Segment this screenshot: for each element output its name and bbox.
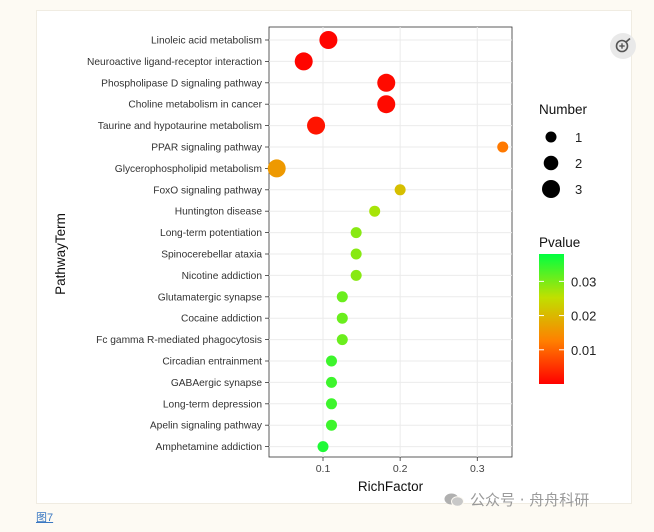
data-point (350, 227, 362, 239)
data-point (336, 334, 348, 346)
size-legend-key (542, 180, 560, 198)
y-tick-label: Amphetamine addiction (156, 442, 262, 453)
y-tick-label: Neuroactive ligand-receptor interaction (87, 57, 262, 68)
size-legend-title: Number (539, 102, 588, 117)
y-tick-label: Circadian entrainment (162, 357, 262, 368)
data-point (369, 205, 381, 217)
watermark: 公众号 · 舟舟科研 (444, 489, 589, 510)
y-tick-label: Glycerophospholipid metabolism (115, 164, 262, 175)
watermark-text: 公众号 · 舟舟科研 (470, 491, 590, 509)
x-tick-label: 0.3 (470, 463, 485, 475)
data-point (394, 184, 406, 196)
data-point (336, 291, 348, 303)
color-legend-label: 0.01 (571, 343, 596, 358)
data-point (319, 31, 338, 49)
data-point (294, 52, 313, 71)
y-axis-title: PathwayTerm (53, 213, 68, 295)
data-point (336, 312, 348, 324)
y-tick-label: Apelin signaling pathway (150, 421, 263, 432)
y-tick-label: Long-term potentiation (160, 228, 262, 239)
y-tick-label: Spinocerebellar ataxia (161, 250, 262, 261)
data-point (497, 141, 509, 153)
zoom-in-icon (615, 37, 631, 53)
data-point (325, 355, 337, 367)
data-point (325, 376, 337, 388)
data-point (307, 116, 326, 135)
size-legend-key (545, 131, 557, 143)
data-point (377, 95, 396, 114)
y-tick-label: FoxO signaling pathway (153, 185, 263, 196)
size-legend-label: 3 (575, 182, 582, 197)
x-tick-label: 0.2 (393, 463, 408, 475)
x-tick-label: 0.1 (316, 463, 331, 475)
data-point (350, 248, 362, 260)
enrichment-dot-plot: Linoleic acid metabolism Neuroactive liga… (53, 26, 596, 494)
color-legend-title: Pvalue (539, 235, 580, 250)
color-legend-label: 0.03 (571, 274, 596, 289)
wechat-icon (444, 493, 464, 507)
data-point (317, 441, 329, 453)
y-tick-label: Long-term depression (163, 399, 262, 410)
data-point (267, 159, 286, 178)
y-tick-label: Taurine and hypotaurine metabolism (98, 121, 262, 132)
size-legend-key (543, 155, 559, 171)
color-legend-bar (539, 254, 564, 384)
data-point (350, 269, 362, 281)
data-point (377, 73, 396, 92)
y-tick-label: Cocaine addiction (181, 314, 262, 325)
y-tick-label: Phospholipase D signaling pathway (101, 78, 263, 89)
x-axis-title: RichFactor (358, 479, 424, 494)
y-tick-label: Huntington disease (175, 207, 263, 218)
y-tick-label: GABAergic synapse (171, 378, 262, 389)
y-tick-label: Glutamatergic synapse (158, 292, 263, 303)
size-legend-label: 1 (575, 130, 582, 145)
y-tick-label: Choline metabolism in cancer (128, 100, 262, 111)
size-legend-label: 2 (575, 156, 582, 171)
y-tick-label: Linoleic acid metabolism (151, 36, 262, 47)
data-point (325, 419, 337, 431)
figure-card: Linoleic acid metabolism Neuroactive liga… (36, 10, 636, 504)
data-point (325, 398, 337, 410)
plot-panel (268, 26, 513, 458)
y-tick-label: Fc gamma R-mediated phagocytosis (96, 335, 262, 346)
y-tick-label: Nicotine addiction (182, 271, 262, 282)
y-tick-label: PPAR signaling pathway (151, 143, 263, 154)
figure-caption-link[interactable]: 图7 (36, 512, 54, 524)
color-legend-label: 0.02 (571, 309, 596, 324)
zoom-button[interactable] (610, 33, 636, 59)
